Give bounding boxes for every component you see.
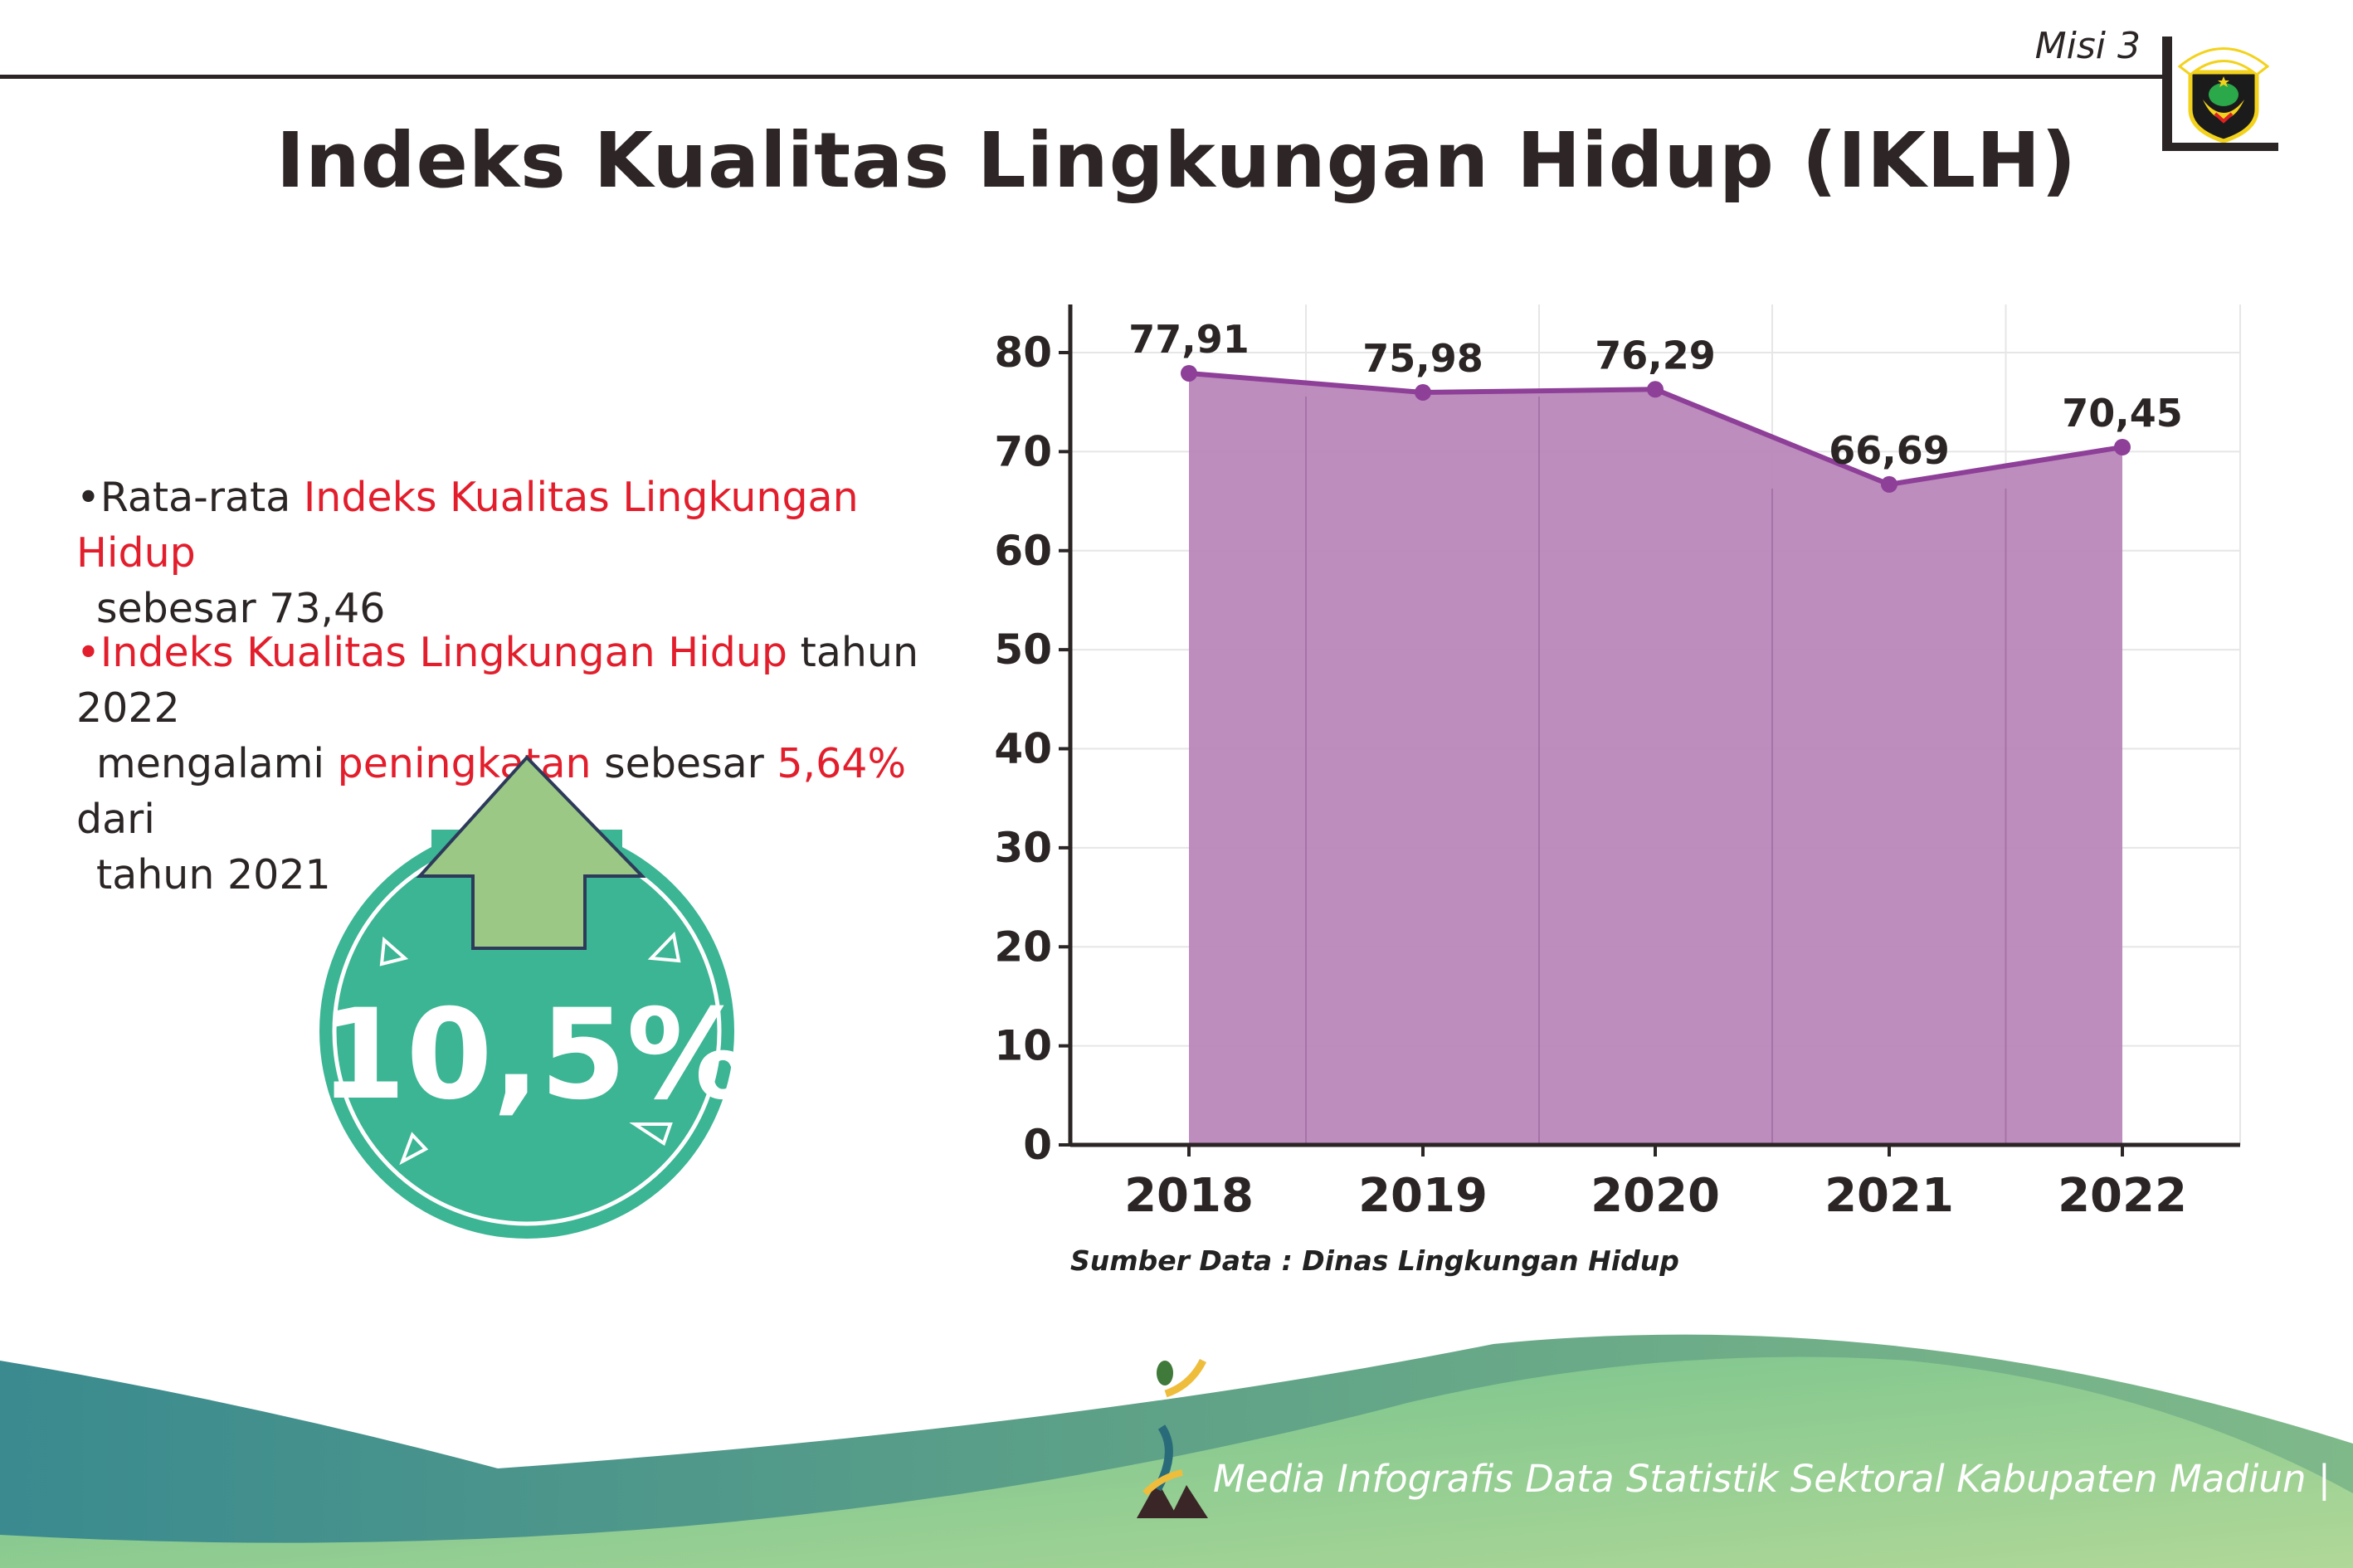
header-rule [0, 75, 2164, 79]
growth-badge [319, 755, 734, 1239]
bullet-text: dari [76, 796, 155, 843]
y-tick-label: 50 [994, 626, 1052, 674]
mission-label: Misi 3 [2034, 25, 2141, 67]
y-tick-label: 0 [1023, 1121, 1052, 1169]
statistics-mascot-logo [1137, 1358, 1208, 1518]
source-note: Sumber Data : Dinas Lingkungan Hidup [1070, 1244, 1679, 1277]
up-arrow-icon [416, 755, 646, 950]
data-label: 77,91 [1128, 317, 1250, 362]
data-label: 76,29 [1595, 333, 1716, 377]
bullet-line2: sebesar 73,46 [96, 585, 386, 632]
footer-tagline: Media Infografis Data Statistik Sektoral… [1213, 1457, 2331, 1501]
data-point [1415, 383, 1431, 401]
bullet-highlight: 5,64% [777, 740, 907, 787]
iklh-area-chart: 0 10 20 30 40 50 60 70 80 77,91 2018 75,98 2019 76,29… [994, 304, 2241, 1223]
data-label: 66,69 [1829, 428, 1950, 473]
decor-triangle [399, 1132, 429, 1166]
page-title: Indeks Kualitas Lingkungan Hidup (IKLH) [275, 116, 2078, 205]
x-tick-label: 2020 [1591, 1169, 1720, 1223]
bullet-text: sebesar [591, 740, 777, 787]
bullet-prefix: •Rata-rata [76, 474, 304, 521]
data-label: 75,98 [1362, 336, 1483, 381]
y-tick-label: 60 [994, 527, 1052, 575]
decor-triangle [629, 1122, 673, 1147]
data-point [1647, 381, 1664, 398]
badge-circle [319, 824, 734, 1239]
y-tick-label: 10 [994, 1022, 1052, 1070]
y-tick-label: 20 [994, 923, 1052, 971]
data-point [1181, 364, 1197, 382]
summary-bullet-change: •Indeks Kualitas Lingkungan Hidup tahun … [76, 625, 948, 903]
x-tick-label: 2019 [1358, 1169, 1488, 1223]
x-tick-label: 2022 [2058, 1169, 2187, 1223]
decor-triangle [379, 936, 409, 967]
x-tick-label: 2018 [1124, 1169, 1254, 1223]
corner-bracket [2162, 37, 2172, 151]
kabupaten-madiun-logo [2178, 47, 2269, 143]
y-tick-label: 30 [994, 824, 1052, 872]
data-point [2114, 439, 2131, 456]
summary-bullet-average: •Rata-rata Indeks Kualitas Lingkungan Hi… [76, 470, 948, 636]
bullet-text: tahun 2022 [76, 629, 919, 732]
y-tick-label: 40 [994, 725, 1052, 773]
bullet-highlight: Indeks Kualitas Lingkungan Hidup [76, 474, 859, 577]
area-fill [1189, 373, 2122, 1146]
bullet-highlight: •Indeks Kualitas Lingkungan Hidup [76, 629, 788, 676]
y-tick-label: 70 [994, 427, 1052, 475]
y-tick-label: 80 [994, 329, 1052, 377]
decor-triangle [647, 931, 681, 963]
data-label: 70,45 [2062, 391, 2183, 436]
data-point [1881, 475, 1898, 493]
bullet-text: mengalami [96, 740, 338, 787]
bullet-text: tahun 2021 [96, 851, 331, 898]
badge-value: 10,5% [319, 983, 752, 1127]
x-tick-label: 2021 [1824, 1169, 1954, 1223]
footer-wave [0, 1334, 2353, 1568]
corner-bracket-bottom [2162, 143, 2278, 151]
